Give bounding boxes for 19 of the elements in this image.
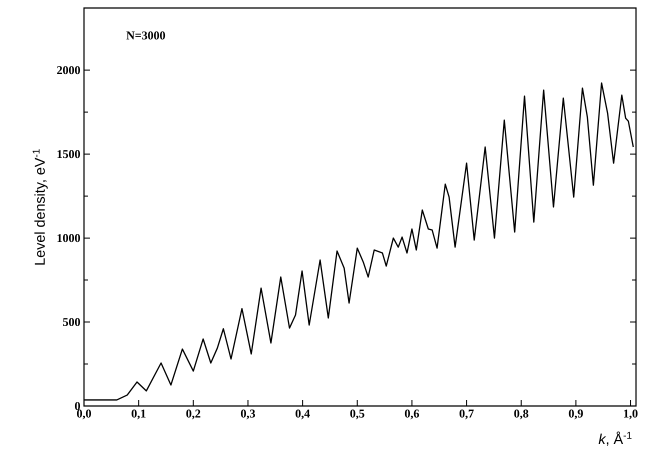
y-tick-label: 2000 xyxy=(57,66,80,74)
x-axis-title: k, Å$^{-1}$ xyxy=(598,431,632,446)
x-tick-label: 0,2 xyxy=(186,410,200,420)
x-tick-label: 1,0 xyxy=(624,410,638,420)
x-tick-label: 0,5 xyxy=(350,410,364,420)
y-axis-title: Level density, eV$^{-1}$ xyxy=(32,149,48,265)
y-tick-label: 1000 xyxy=(58,234,80,242)
x-tick-label: 0,9 xyxy=(568,410,583,420)
y-tick-label: 1500 xyxy=(58,150,80,158)
x-tick-label: 0,1 xyxy=(132,410,146,420)
x-tick-label: 0,8 xyxy=(514,410,528,420)
x-tick-label: 0,3 xyxy=(240,410,256,420)
y-tick-label: 0 xyxy=(74,402,80,410)
y-tick-label: 500 xyxy=(63,318,80,326)
x-tick-label: 0,6 xyxy=(404,410,420,420)
x-tick-label: 0,4 xyxy=(296,410,310,420)
annotation: N=3000 xyxy=(126,31,166,40)
x-tick-label: 0,0 xyxy=(76,410,92,420)
x-tick-label: 0,7 xyxy=(460,410,474,420)
